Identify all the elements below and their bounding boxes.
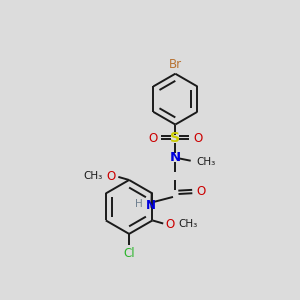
Text: H: H bbox=[135, 199, 143, 209]
Text: O: O bbox=[148, 132, 158, 145]
Text: CH₃: CH₃ bbox=[178, 219, 198, 229]
Text: CH₃: CH₃ bbox=[84, 171, 103, 181]
Text: CH₃: CH₃ bbox=[197, 157, 216, 166]
Text: O: O bbox=[193, 132, 202, 145]
Text: S: S bbox=[170, 131, 180, 146]
Text: O: O bbox=[196, 185, 205, 198]
Text: N: N bbox=[170, 151, 181, 164]
Text: Br: Br bbox=[169, 58, 182, 71]
Text: O: O bbox=[166, 218, 175, 231]
Text: Cl: Cl bbox=[123, 247, 135, 260]
Text: O: O bbox=[107, 169, 116, 183]
Text: N: N bbox=[146, 199, 156, 212]
